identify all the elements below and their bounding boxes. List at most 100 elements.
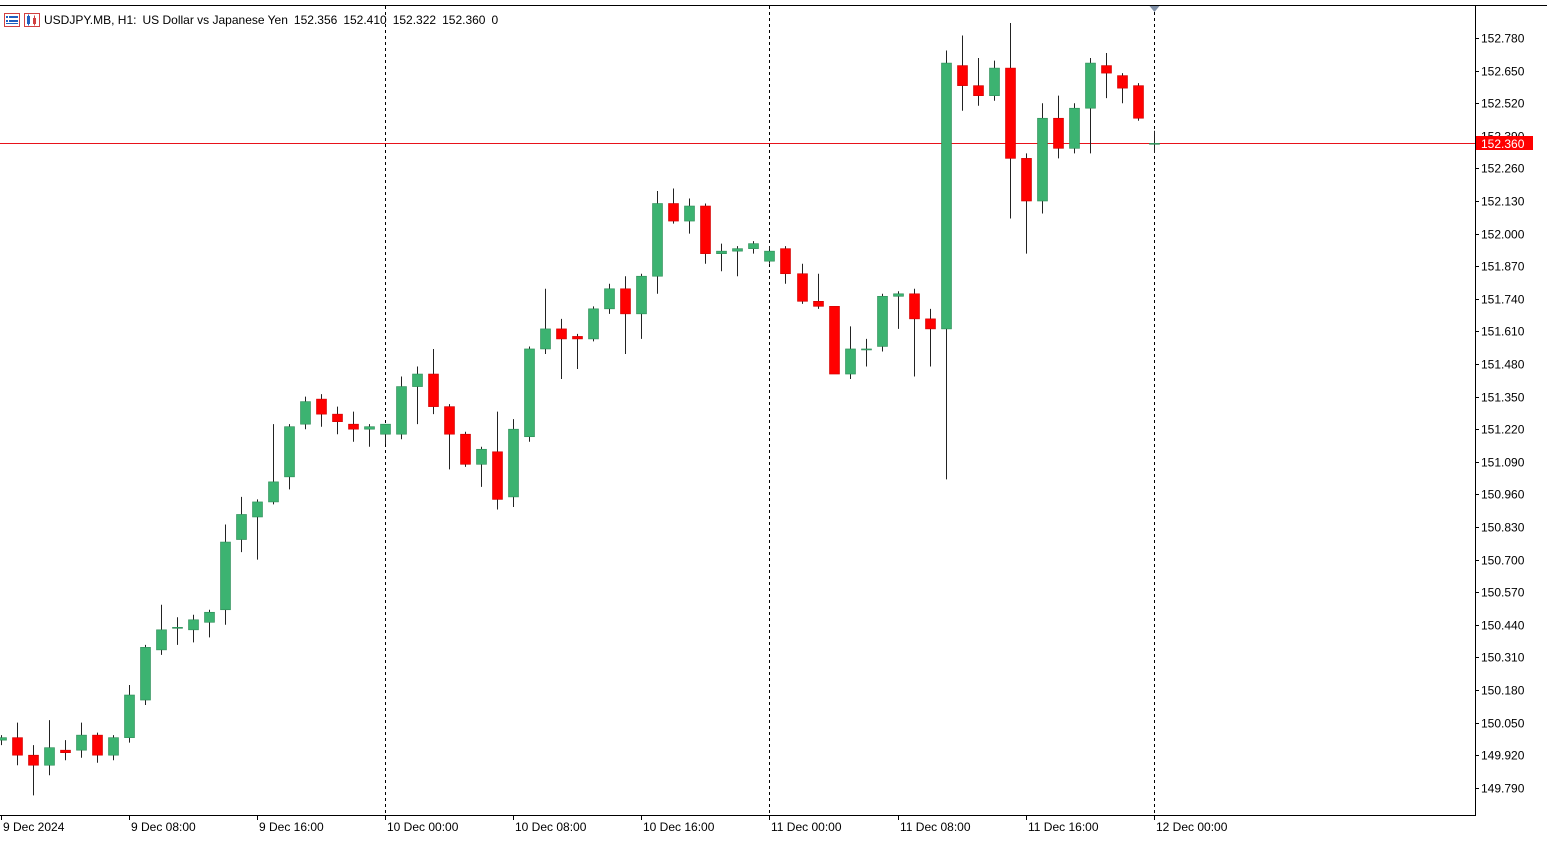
candle	[204, 609, 215, 638]
candle	[220, 524, 231, 625]
chart-properties-icon[interactable]	[24, 13, 40, 27]
candle-body-bear	[492, 451, 503, 500]
time-axis-label: 11 Dec 08:00	[900, 820, 971, 834]
candle-body-bear	[60, 749, 71, 753]
price-axis-label: 150.440	[1481, 619, 1525, 633]
candle	[428, 348, 439, 415]
candle	[140, 644, 151, 706]
price-axis-label: 152.520	[1481, 97, 1525, 111]
candle-body-bear	[1117, 75, 1128, 89]
candle-body-bull	[108, 737, 119, 756]
candle	[797, 263, 808, 304]
candle-body-bull	[588, 308, 599, 340]
candle-body-bull	[204, 611, 215, 623]
candle-body-bull	[861, 348, 872, 351]
candle	[44, 720, 55, 776]
candle	[348, 411, 359, 442]
candle	[1085, 58, 1096, 154]
candle-body-bull	[44, 747, 55, 766]
price-axis-label: 152.780	[1481, 32, 1525, 46]
candle	[0, 735, 7, 746]
candle	[460, 431, 471, 467]
candle	[332, 406, 343, 435]
indicator-list-icon[interactable]	[4, 13, 20, 27]
price-axis-label: 150.960	[1481, 488, 1525, 502]
price-axis[interactable]: 152.780152.650152.520152.390152.260152.1…	[1475, 32, 1525, 796]
chart-header: USDJPY.MB, H1: US Dollar vs Japanese Yen…	[4, 11, 504, 29]
candle-body-bull	[268, 481, 279, 503]
candle-body-bear	[957, 65, 968, 86]
price-axis-label: 152.000	[1481, 228, 1525, 242]
candle-body-bear	[780, 248, 791, 275]
candle	[893, 291, 904, 329]
candle	[861, 338, 872, 367]
candle-body-bull	[748, 243, 759, 249]
close-value: 152.360	[442, 13, 486, 27]
candle-body-bull	[845, 348, 856, 375]
candle-body-bull	[236, 514, 247, 540]
candle-body-bear	[92, 734, 103, 756]
candle-body-bull	[124, 694, 135, 738]
candle-body-bear	[813, 301, 824, 307]
candle-body-bear	[556, 328, 567, 340]
candle	[156, 604, 167, 655]
candle	[188, 614, 199, 643]
candle-body-bull	[188, 619, 199, 631]
candle-body-bull	[380, 423, 391, 435]
candle-body-bear	[700, 205, 711, 254]
candle	[941, 50, 952, 480]
price-axis-label: 149.790	[1481, 782, 1525, 796]
candle	[748, 241, 759, 254]
candle-body-bull	[284, 426, 295, 478]
candle	[1053, 95, 1064, 159]
candle	[1021, 153, 1032, 254]
candle	[909, 288, 920, 377]
candle	[588, 306, 599, 342]
candle	[12, 722, 23, 766]
time-axis-label: 9 Dec 16:00	[259, 820, 324, 834]
candle	[540, 288, 551, 354]
candle	[1037, 103, 1048, 214]
candle-body-bear	[620, 288, 631, 315]
price-axis-label: 150.180	[1481, 684, 1525, 698]
candle	[973, 58, 984, 106]
candle	[1117, 73, 1128, 104]
candle	[1133, 83, 1144, 121]
candle-body-bull	[540, 328, 551, 350]
candle	[556, 318, 567, 380]
time-axis-label: 11 Dec 16:00	[1028, 820, 1099, 834]
candle	[620, 276, 631, 354]
time-axis[interactable]: 9 Dec 2024 9 Dec 08:00 9 Dec 16:00 10 Dec 0…	[1, 815, 1228, 834]
high-value: 152.410	[343, 13, 387, 27]
candle-body-bull	[476, 448, 487, 465]
candle	[989, 60, 1000, 101]
candle-body-bull	[604, 288, 615, 310]
candle	[524, 346, 535, 442]
candle	[444, 404, 455, 470]
candle-body-bear	[572, 336, 583, 340]
candle	[925, 308, 936, 367]
chart-frame	[0, 5, 1547, 816]
price-axis-label: 151.480	[1481, 358, 1525, 372]
candle-body-bull	[764, 250, 775, 262]
price-axis-label: 149.920	[1481, 749, 1525, 763]
candle	[572, 333, 583, 370]
candle	[1149, 130, 1160, 153]
candle	[877, 293, 888, 352]
candle-body-bear	[1021, 158, 1032, 202]
candle-body-bull	[156, 629, 167, 651]
candles	[0, 22, 1160, 796]
candle	[412, 366, 423, 425]
current-bar-marker	[1149, 6, 1160, 12]
candle-body-bear	[460, 433, 471, 465]
candle	[636, 273, 647, 339]
candle-body-bull	[941, 62, 952, 330]
candle-body-bear	[348, 423, 359, 430]
candle	[700, 203, 711, 264]
candle-body-bull	[508, 428, 519, 498]
candle	[316, 394, 327, 427]
time-axis-label: 9 Dec 08:00	[131, 820, 196, 834]
candle	[380, 423, 391, 445]
